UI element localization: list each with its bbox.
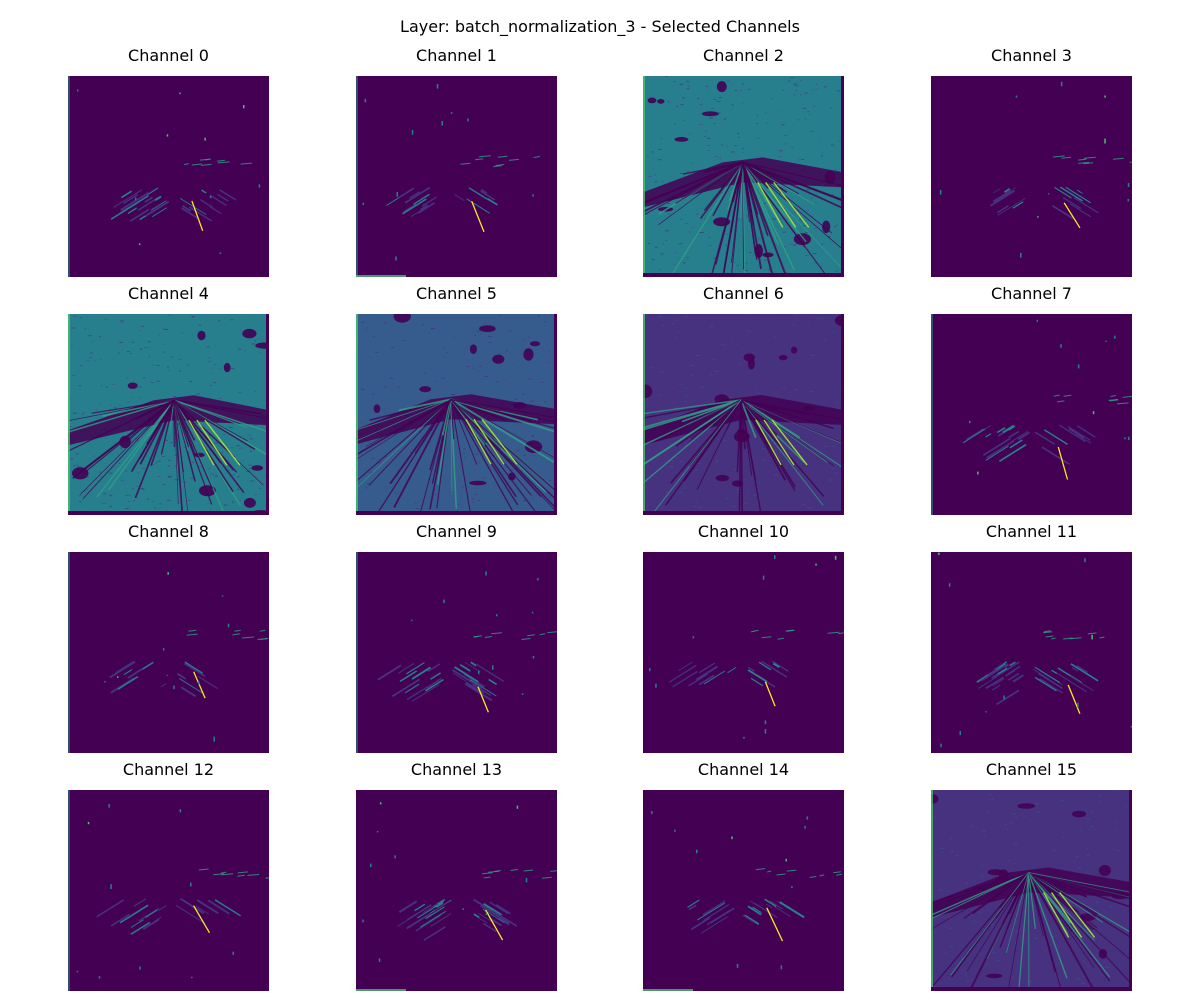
channel-panel: Channel 12 bbox=[68, 759, 269, 991]
channel-title: Channel 15 bbox=[985, 760, 1078, 779]
channel-title: Channel 13 bbox=[410, 760, 503, 779]
channel-panel: Channel 2 bbox=[643, 45, 844, 277]
channel-title: Channel 8 bbox=[128, 522, 209, 541]
channel-title: Channel 7 bbox=[991, 284, 1072, 303]
channel-panel: Channel 1 bbox=[356, 45, 557, 277]
feature-map-image bbox=[931, 76, 1132, 277]
feature-map-image bbox=[68, 552, 269, 753]
channel-panel: Channel 5 bbox=[356, 283, 557, 515]
channel-panel: Channel 8 bbox=[68, 521, 269, 753]
channel-title: Channel 4 bbox=[128, 284, 209, 303]
channel-title: Channel 3 bbox=[991, 46, 1072, 65]
channel-panel: Channel 14 bbox=[643, 759, 844, 991]
channel-title: Channel 6 bbox=[703, 284, 784, 303]
channel-panel: Channel 0 bbox=[68, 45, 269, 277]
feature-map-image bbox=[356, 314, 557, 515]
channel-title: Channel 0 bbox=[128, 46, 209, 65]
feature-map-image bbox=[68, 76, 269, 277]
channel-panel: Channel 13 bbox=[356, 759, 557, 991]
feature-map-image bbox=[356, 76, 557, 277]
feature-map-image bbox=[356, 552, 557, 753]
channel-title: Channel 14 bbox=[697, 760, 790, 779]
feature-map-image bbox=[931, 552, 1132, 753]
feature-map-image bbox=[643, 790, 844, 991]
channel-panel: Channel 9 bbox=[356, 521, 557, 753]
channel-panel: Channel 10 bbox=[643, 521, 844, 753]
channel-title: Channel 9 bbox=[416, 522, 497, 541]
channel-title: Channel 11 bbox=[985, 522, 1078, 541]
feature-map-image bbox=[356, 790, 557, 991]
channel-panel: Channel 6 bbox=[643, 283, 844, 515]
figure-title: Layer: batch_normalization_3 - Selected … bbox=[400, 17, 800, 36]
feature-map-image bbox=[643, 552, 844, 753]
feature-map-image bbox=[68, 314, 269, 515]
channel-panel: Channel 7 bbox=[931, 283, 1132, 515]
channel-title: Channel 12 bbox=[122, 760, 215, 779]
channel-panel: Channel 11 bbox=[931, 521, 1132, 753]
feature-map-image bbox=[68, 790, 269, 991]
channel-panel: Channel 3 bbox=[931, 45, 1132, 277]
channel-title: Channel 10 bbox=[697, 522, 790, 541]
channel-panel: Channel 15 bbox=[931, 759, 1132, 991]
channel-title: Channel 5 bbox=[416, 284, 497, 303]
feature-map-image bbox=[643, 76, 844, 277]
feature-map-image bbox=[643, 314, 844, 515]
channel-title: Channel 2 bbox=[703, 46, 784, 65]
feature-map-image bbox=[931, 790, 1132, 991]
feature-map-image bbox=[931, 314, 1132, 515]
channel-title: Channel 1 bbox=[416, 46, 497, 65]
channel-panel: Channel 4 bbox=[68, 283, 269, 515]
